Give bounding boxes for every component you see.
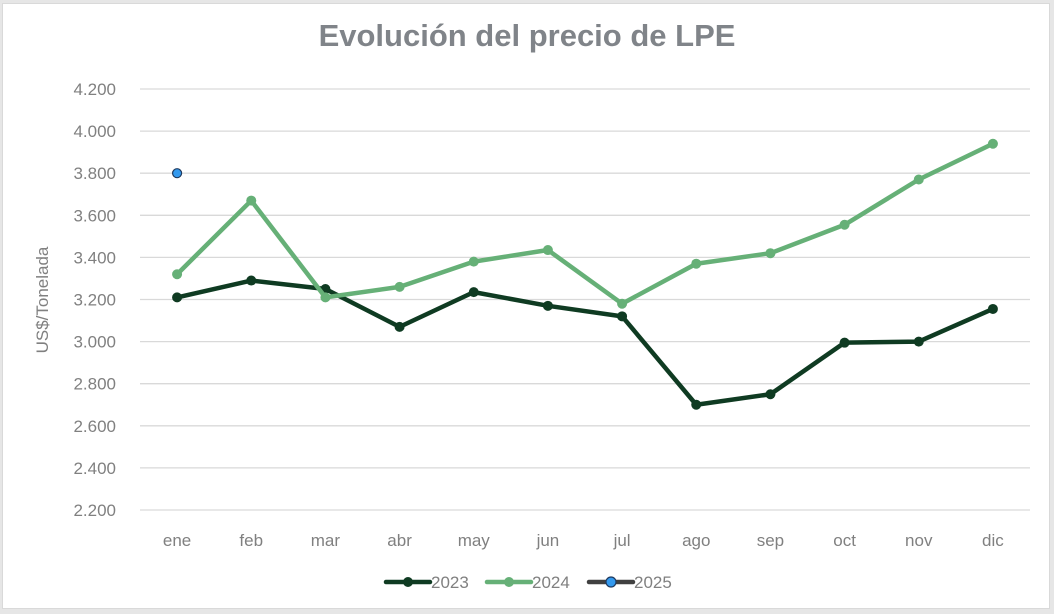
data-point-2024-ene: [172, 269, 183, 280]
series-line-2024: [174, 141, 996, 306]
x-tick-label: ago: [682, 531, 710, 550]
data-point-2023-abr: [394, 321, 405, 332]
x-axis-ticks: ene feb mar abr may jun jul ago sep oct nov dic: [163, 531, 1004, 550]
data-point-2024-feb: [246, 195, 257, 206]
y-tick-label: 3.200: [73, 291, 116, 310]
legend-item-2025: 2025: [586, 573, 672, 592]
y-tick-label: 3.000: [73, 333, 116, 352]
series-2025: [171, 168, 183, 179]
data-point-2024-mar: [320, 292, 331, 303]
chart-area: [2, 3, 1050, 609]
data-point-2024-ago: [691, 258, 702, 269]
data-point-2025-ene: [171, 168, 183, 179]
data-point-2023-ago: [691, 399, 702, 410]
x-tick-label: mar: [311, 531, 341, 550]
x-tick-label: jul: [613, 531, 631, 550]
series-layer: [171, 138, 998, 410]
gridlines: [140, 88, 1030, 511]
y-tick-label: 2.800: [73, 375, 116, 394]
data-point-2023-oct: [839, 337, 850, 348]
series-2024: [172, 138, 998, 309]
y-tick-label: 3.400: [73, 248, 116, 267]
legend-marker: [605, 576, 617, 588]
x-tick-label: nov: [905, 531, 933, 550]
legend-item-2024: 2024: [484, 573, 570, 592]
data-point-2023-ene: [172, 292, 183, 303]
legend-label: 2024: [532, 573, 570, 592]
data-point-2024-may: [468, 256, 479, 267]
legend-label: 2023: [431, 573, 469, 592]
legend-label: 2025: [634, 573, 672, 592]
y-tick-label: 2.200: [73, 501, 116, 520]
data-point-2024-jun: [542, 245, 553, 256]
y-tick-label: 3.800: [73, 164, 116, 183]
x-tick-label: jun: [536, 531, 560, 550]
y-tick-label: 2.600: [73, 417, 116, 436]
legend-item-2023: 2023: [383, 573, 469, 592]
y-tick-label: 2.400: [73, 459, 116, 478]
x-tick-label: ene: [163, 531, 191, 550]
data-point-2023-feb: [246, 275, 257, 286]
data-point-2024-jul: [617, 298, 628, 309]
y-axis-ticks: 2.200 2.400 2.600 2.800 3.000 3.200 3.400 3.600…: [73, 80, 116, 520]
x-tick-label: abr: [387, 531, 412, 550]
data-point-2023-jul: [617, 311, 628, 322]
series-line-2023: [174, 278, 996, 407]
data-point-2023-jun: [542, 300, 553, 311]
data-point-2024-sep: [765, 248, 776, 259]
x-tick-label: feb: [239, 531, 263, 550]
data-point-2024-nov: [913, 174, 924, 185]
data-point-2024-oct: [839, 219, 850, 230]
data-point-2023-nov: [913, 336, 924, 347]
legend-marker: [403, 577, 413, 587]
data-point-2024-abr: [394, 281, 405, 292]
data-point-2024-dic: [987, 138, 998, 149]
x-tick-label: dic: [982, 531, 1004, 550]
y-axis-label: US$/Tonelada: [33, 246, 52, 353]
y-tick-label: 4.000: [73, 122, 116, 141]
data-point-2023-dic: [987, 303, 998, 314]
x-tick-label: oct: [833, 531, 856, 550]
series-2023: [172, 275, 998, 410]
y-tick-label: 3.600: [73, 206, 116, 225]
data-point-2023-sep: [765, 389, 776, 400]
legend-marker: [504, 577, 514, 587]
x-tick-label: sep: [757, 531, 784, 550]
chart-title: Evolución del precio de LPE: [318, 18, 736, 53]
y-tick-label: 4.200: [73, 80, 116, 99]
legend: 2023 2024 2025: [383, 573, 672, 592]
data-point-2023-may: [468, 287, 479, 298]
x-tick-label: may: [458, 531, 491, 550]
